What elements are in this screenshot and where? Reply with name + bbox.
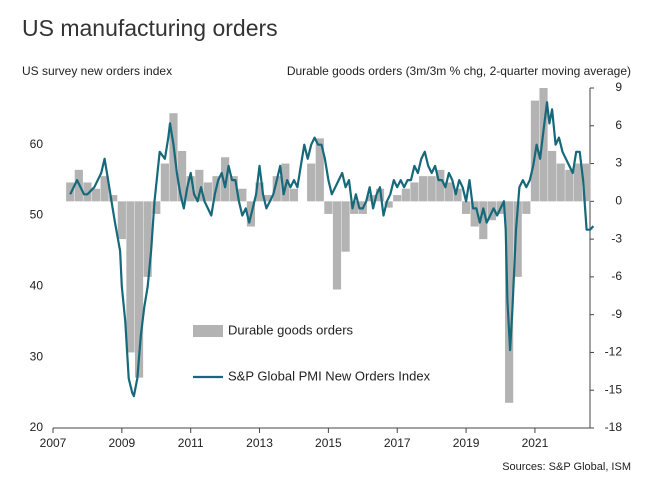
y2-tick-label: -18	[605, 420, 623, 434]
bar	[453, 188, 462, 202]
bar	[479, 201, 488, 240]
bar	[160, 163, 169, 202]
bar	[341, 201, 350, 252]
bar	[513, 201, 522, 277]
x-tick-label: 2015	[315, 436, 342, 450]
bar	[401, 188, 410, 202]
y2-tick-label: -12	[605, 345, 623, 359]
bar	[272, 176, 281, 202]
bar	[83, 182, 92, 202]
bar	[109, 195, 118, 202]
bar	[332, 201, 342, 290]
line	[69, 101, 595, 398]
bar	[444, 182, 453, 202]
bar	[221, 157, 230, 202]
chart-title: US manufacturing orders	[22, 15, 278, 41]
bar	[134, 201, 144, 378]
source: Sources: S&P Global, ISM	[502, 461, 631, 473]
y2-tick-label: -15	[605, 382, 623, 396]
bar	[177, 150, 187, 202]
legend-label: S&P Global PMI New Orders Index	[228, 368, 431, 383]
y-axis-title: US survey new orders index	[22, 64, 172, 78]
bar	[461, 201, 471, 214]
x-tick-label: 2019	[453, 436, 480, 450]
bar	[565, 169, 574, 202]
legend-label: Durable goods orders	[228, 322, 354, 337]
bar	[281, 163, 290, 202]
bar	[573, 163, 583, 202]
y-tick-label: 30	[30, 349, 44, 363]
bar	[324, 201, 333, 214]
bar	[384, 201, 393, 208]
y-tick-label: 40	[30, 279, 44, 293]
y2-tick-label: -6	[611, 269, 622, 283]
bar	[169, 113, 178, 202]
bar	[238, 188, 247, 202]
y2-tick-label: -9	[611, 307, 622, 321]
bar	[393, 195, 402, 202]
bar	[255, 182, 264, 202]
y2-tick-label: 3	[615, 156, 622, 170]
bar	[556, 163, 565, 202]
bar	[186, 176, 195, 202]
y-tick-label: 20	[30, 420, 44, 434]
bar	[307, 163, 316, 202]
y2-tick-label: -3	[611, 231, 622, 245]
y-tick-label: 60	[30, 137, 44, 151]
x-tick-label: 2021	[522, 436, 549, 450]
bar	[143, 201, 152, 277]
bar	[289, 188, 299, 202]
bar	[582, 163, 591, 202]
bar	[436, 169, 445, 202]
bar	[505, 201, 514, 403]
bar	[427, 176, 436, 202]
bar	[548, 150, 557, 202]
x-tick-label: 2017	[384, 436, 411, 450]
bar	[522, 201, 531, 214]
bar	[264, 195, 273, 202]
bar	[418, 176, 428, 202]
bar	[315, 138, 324, 202]
bar	[117, 201, 126, 240]
bar	[126, 201, 135, 353]
bar	[539, 88, 548, 202]
y-tick-label: 50	[30, 208, 44, 222]
bar	[203, 182, 212, 202]
x-tick-label: 2011	[178, 436, 204, 450]
y2-tick-label: 0	[615, 194, 622, 208]
y2-tick-label: 6	[615, 118, 622, 132]
bar	[152, 201, 161, 214]
bar	[410, 182, 419, 202]
x-tick-label: 2009	[108, 436, 135, 450]
bar	[350, 201, 359, 214]
bar	[91, 188, 101, 202]
bar	[100, 176, 109, 202]
x-tick-label: 2013	[246, 436, 273, 450]
bar	[195, 169, 204, 202]
y2-tick-label: 9	[615, 80, 622, 94]
y2-axis-title: Durable goods orders (3m/3m % chg, 2-qua…	[287, 64, 631, 78]
bar	[470, 201, 479, 227]
x-tick-label: 2007	[40, 436, 67, 450]
bar	[229, 176, 238, 202]
legend-swatch	[193, 325, 223, 337]
